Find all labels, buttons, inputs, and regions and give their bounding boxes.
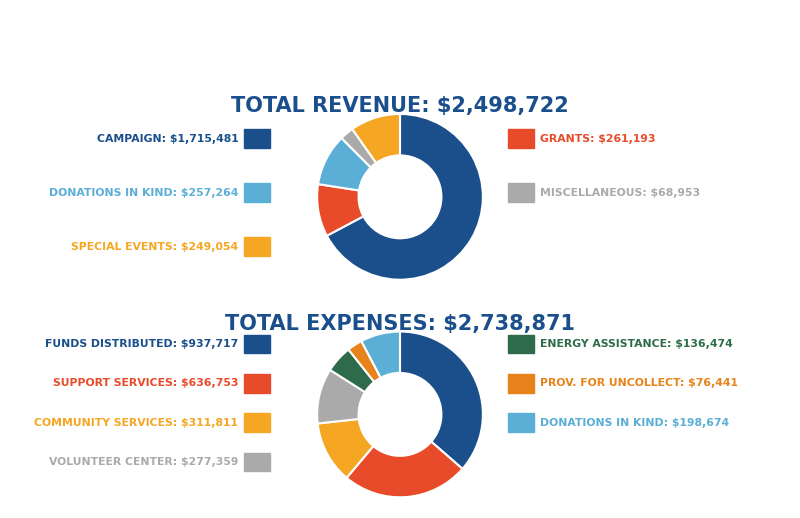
Wedge shape: [346, 442, 462, 497]
Bar: [244, 130, 270, 148]
Wedge shape: [342, 129, 376, 167]
Text: SPECIAL EVENTS: $249,054: SPECIAL EVENTS: $249,054: [71, 241, 238, 252]
Wedge shape: [352, 114, 400, 163]
Text: GRANTS: $261,193: GRANTS: $261,193: [540, 134, 655, 144]
Wedge shape: [318, 138, 370, 191]
Wedge shape: [317, 370, 365, 424]
Wedge shape: [318, 419, 374, 478]
Text: 2022 FINANCIALS: 2022 FINANCIALS: [24, 17, 310, 45]
Text: DONATIONS IN KIND: $257,264: DONATIONS IN KIND: $257,264: [49, 188, 238, 198]
Wedge shape: [327, 114, 483, 280]
Text: CAMPAIGN: $1,715,481: CAMPAIGN: $1,715,481: [97, 134, 238, 144]
Wedge shape: [349, 341, 381, 382]
Bar: [508, 374, 534, 393]
Text: TOTAL REVENUE: $2,498,722: TOTAL REVENUE: $2,498,722: [231, 96, 569, 116]
Bar: [244, 374, 270, 393]
Text: FUNDS DISTRIBUTED: $937,717: FUNDS DISTRIBUTED: $937,717: [45, 339, 238, 349]
Wedge shape: [400, 332, 483, 469]
Bar: [508, 335, 534, 353]
Wedge shape: [330, 350, 374, 392]
Text: PROV. FOR UNCOLLECT: $76,441: PROV. FOR UNCOLLECT: $76,441: [540, 378, 738, 388]
Text: SUPPORT SERVICES: $636,753: SUPPORT SERVICES: $636,753: [53, 378, 238, 388]
Bar: [244, 453, 270, 471]
Bar: [244, 335, 270, 353]
Bar: [244, 183, 270, 202]
Wedge shape: [362, 332, 400, 378]
Text: TOTAL EXPENSES: $2,738,871: TOTAL EXPENSES: $2,738,871: [225, 314, 575, 334]
Text: ENERGY ASSISTANCE: $136,474: ENERGY ASSISTANCE: $136,474: [540, 339, 733, 349]
Text: FOR THE FISCAL YEAR JULY 1, 2021 - JUNE 30, 2022: FOR THE FISCAL YEAR JULY 1, 2021 - JUNE …: [24, 64, 311, 74]
Bar: [244, 237, 270, 256]
Bar: [244, 413, 270, 432]
Bar: [508, 413, 534, 432]
Text: DONATIONS IN KIND: $198,674: DONATIONS IN KIND: $198,674: [540, 418, 729, 428]
Bar: [508, 183, 534, 202]
Bar: [508, 130, 534, 148]
Wedge shape: [317, 184, 363, 236]
Text: MISCELLANEOUS: $68,953: MISCELLANEOUS: $68,953: [540, 188, 700, 198]
Text: COMMUNITY SERVICES: $311,811: COMMUNITY SERVICES: $311,811: [34, 418, 238, 428]
Text: VOLUNTEER CENTER: $277,359: VOLUNTEER CENTER: $277,359: [49, 457, 238, 467]
